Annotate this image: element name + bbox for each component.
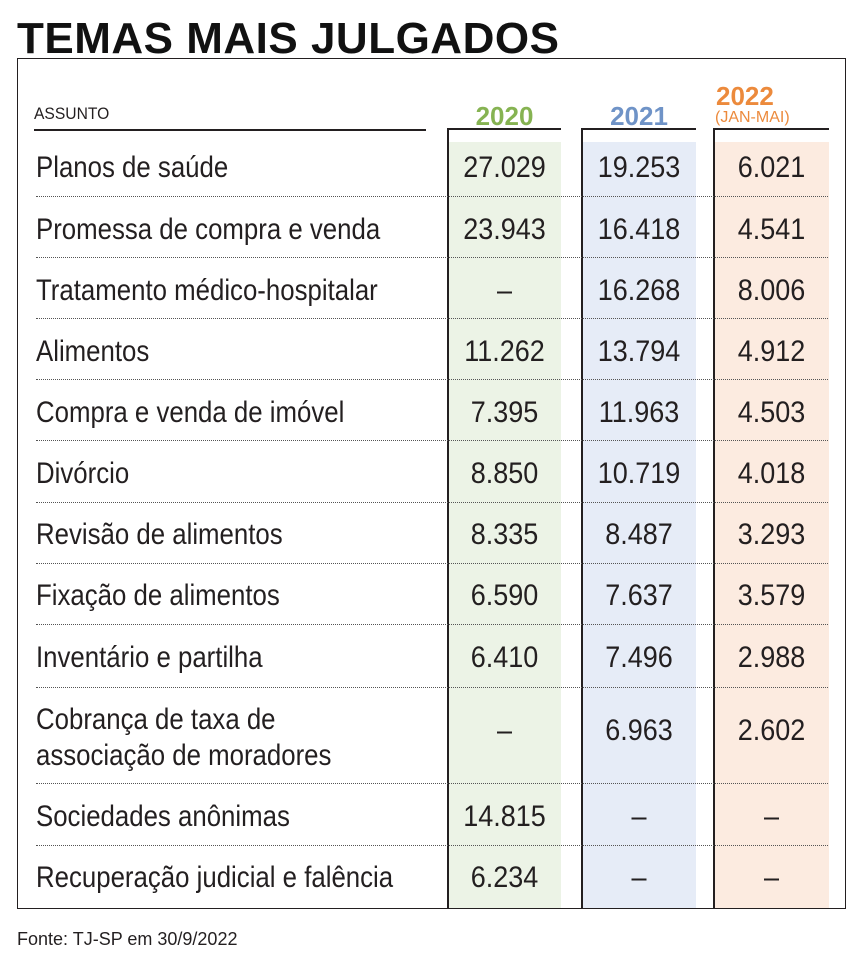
row-separator	[36, 687, 828, 688]
cell-2022: 6.021	[737, 151, 806, 184]
row-label: Compra e venda de imóvel	[36, 396, 345, 429]
row-label: Promessa de compra e venda	[36, 213, 381, 246]
cell-2020: –	[496, 274, 513, 307]
table-row: Cobrança de taxa de associação de morado…	[36, 700, 830, 776]
cell-2022: –	[763, 861, 780, 894]
row-separator	[36, 440, 828, 441]
table-row: Planos de saúde 27.029 19.253 6.021	[36, 150, 830, 186]
cell-2020: 14.815	[463, 800, 546, 833]
column-divider-2021	[581, 128, 583, 908]
row-label: Divórcio	[36, 457, 130, 490]
table-frame	[17, 58, 846, 909]
row-label-line-1: Cobrança de taxa de	[36, 703, 276, 736]
cell-2022: 4.541	[737, 213, 806, 246]
cell-2020: 6.410	[470, 641, 539, 674]
table-row: Compra e venda de imóvel 7.395 11.963 4.…	[36, 395, 830, 431]
row-separator	[36, 845, 828, 846]
cell-2022: 4.503	[737, 396, 806, 429]
cell-2021: 8.487	[605, 518, 673, 551]
column-header-2022: 2022	[716, 81, 774, 111]
row-separator	[36, 196, 828, 197]
table-row: Alimentos 11.262 13.794 4.912	[36, 334, 830, 370]
column-divider-2020	[447, 128, 449, 908]
column-header-2020: 2020	[475, 101, 534, 131]
cell-2020: 8.335	[470, 518, 539, 551]
cell-2020: 8.850	[470, 457, 539, 490]
header-rule-2022	[714, 128, 829, 130]
row-label: Sociedades anônimas	[36, 800, 290, 833]
row-label: Recuperação judicial e falência	[36, 861, 394, 894]
page-title: TEMAS MAIS JULGADOS	[17, 14, 560, 63]
table-row: Inventário e partilha 6.410 7.496 2.988	[36, 640, 830, 676]
header-rule-2020	[448, 128, 561, 130]
column-header-assunto: ASSUNTO	[34, 104, 110, 123]
cell-2022: 4.912	[737, 335, 806, 368]
table-row: Tratamento médico-hospitalar – 16.268 8.…	[36, 273, 830, 309]
cell-2020: 6.234	[470, 861, 539, 894]
row-separator	[36, 502, 828, 503]
cell-2021: 10.719	[597, 457, 681, 490]
column-header-2021: 2021	[610, 101, 668, 131]
cell-2022: 3.293	[737, 518, 806, 551]
cell-2020: 11.262	[464, 335, 545, 368]
row-label: Inventário e partilha	[36, 641, 263, 674]
cell-2020: 6.590	[470, 579, 539, 612]
column-band-2021	[582, 142, 696, 908]
cell-2021: 11.963	[598, 396, 680, 429]
table-row: Recuperação judicial e falência 6.234 – …	[36, 860, 830, 896]
row-label: Alimentos	[36, 335, 150, 368]
column-header-2022-period: (JAN-MAI)	[715, 109, 790, 126]
cell-2020: –	[496, 714, 513, 747]
row-label: Planos de saúde	[36, 151, 229, 184]
cell-2021: –	[631, 800, 647, 833]
row-separator	[36, 257, 828, 258]
row-separator	[36, 624, 828, 625]
row-separator	[36, 318, 828, 319]
table-row: Divórcio 8.850 10.719 4.018	[36, 456, 830, 492]
cell-2022: –	[763, 800, 780, 833]
cell-2022: 8.006	[737, 274, 806, 307]
column-band-2022	[714, 142, 829, 908]
cell-2020: 23.943	[463, 213, 546, 246]
cell-2021: 16.418	[597, 213, 681, 246]
cell-2020: 7.395	[470, 396, 539, 429]
cell-2022: 2.602	[737, 714, 806, 747]
cell-2021: 7.496	[605, 641, 673, 674]
cell-2022: 3.579	[737, 579, 806, 612]
row-label: Tratamento médico-hospitalar	[36, 274, 378, 307]
header-rule-2021	[582, 128, 696, 130]
table-row: Fixação de alimentos 6.590 7.637 3.579	[36, 578, 830, 614]
row-separator	[36, 379, 828, 380]
cell-2021: 7.637	[605, 579, 673, 612]
table-row: Revisão de alimentos 8.335 8.487 3.293	[36, 517, 830, 553]
row-separator	[36, 563, 828, 564]
cell-2021: –	[631, 861, 647, 894]
cell-2021: 16.268	[597, 274, 681, 307]
column-band-2020	[448, 142, 561, 908]
row-separator	[36, 783, 828, 784]
cell-2022: 2.988	[737, 641, 806, 674]
column-divider-2022	[713, 128, 715, 908]
row-label: Revisão de alimentos	[36, 518, 283, 551]
source-note: Fonte: TJ-SP em 30/9/2022	[17, 929, 238, 949]
table-row: Promessa de compra e venda 23.943 16.418…	[36, 212, 830, 248]
row-label-line-2: associação de moradores	[36, 739, 332, 772]
cell-2020: 27.029	[463, 151, 546, 184]
cell-2021: 13.794	[597, 335, 681, 368]
cell-2021: 6.963	[605, 714, 673, 747]
header-rule-assunto	[34, 129, 426, 131]
table-row: Sociedades anônimas 14.815 – –	[36, 799, 830, 835]
cell-2021: 19.253	[597, 151, 681, 184]
row-label: Fixação de alimentos	[36, 579, 280, 612]
cell-2022: 4.018	[737, 457, 806, 490]
